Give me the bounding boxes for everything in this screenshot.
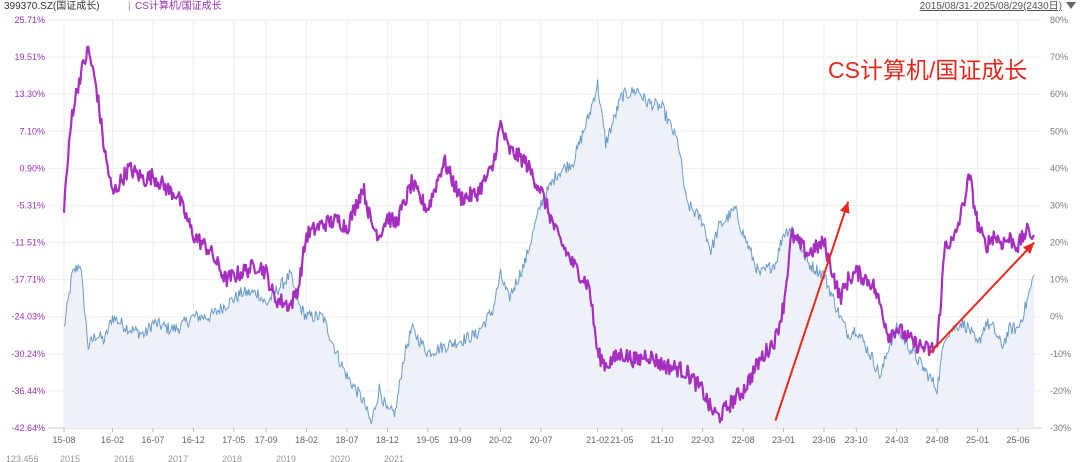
x-tick-label: 16-07 [141,435,164,445]
bottom-strip-item: 2016 [114,454,135,462]
left-tick-label: -30.24% [11,349,45,359]
x-tick-label: 16-02 [101,435,124,445]
caret-down-icon[interactable] [1066,2,1076,9]
left-tick-label: -11.51% [12,238,45,248]
x-tick-label: 17-05 [222,435,245,445]
right-tick-label: -20% [1050,386,1071,396]
date-range-selector[interactable]: 2015/08/31-2025/08/29(2430日) [919,1,1062,12]
left-tick-label: 7.10% [19,126,45,136]
right-tick-label: -30% [1050,423,1071,433]
x-tick-label: 24-08 [926,435,949,445]
x-tick-label: 18-02 [295,435,318,445]
right-tick-label: 10% [1050,275,1068,285]
x-tick-label: 21-05 [610,435,633,445]
chart-annotation: CS计算机/国证成长 [828,57,1027,83]
right-tick-label: 20% [1050,238,1068,248]
bottom-strip-item: 2018 [222,454,243,462]
bottom-strip-item: 2019 [276,454,297,462]
left-tick-label: -36.44% [11,386,45,396]
x-tick-label: 19-05 [416,435,439,445]
left-tick-label: -5.31% [16,200,45,210]
right-tick-label: 60% [1050,89,1068,99]
bottom-strip-item: 2015 [60,454,81,462]
right-tick-label: -10% [1050,349,1071,359]
x-tick-label: 24-03 [885,435,908,445]
index-series-line [63,79,1035,424]
header-separator: | [128,1,131,12]
right-tick-label: 0% [1050,312,1063,322]
x-tick-label: 20-07 [529,435,552,445]
left-tick-label: 25.71% [14,15,45,25]
bottom-strip-item: 2020 [330,454,351,462]
right-y-axis: 80% 70% 60% 50% 40% 30% 20% 10% 0% -10% -20% -30% [1050,15,1071,433]
right-tick-label: 40% [1050,163,1068,173]
x-tick-label: 21-10 [651,435,674,445]
left-tick-label: -17.71% [11,275,45,285]
left-y-axis: 25.71% 19.51% 13.30% 7.10% 0.90% -5.31% -11.51… [11,15,45,433]
bottom-strip-item: 123.456 [6,454,39,462]
annotation-arrow-shaft [928,241,1035,355]
x-tick-label: 23-10 [845,435,868,445]
right-tick-label: 50% [1050,126,1068,136]
bottom-strip-item: 2021 [384,454,405,462]
x-tick-label: 18-07 [335,435,358,445]
index-series-label[interactable]: 399370.SZ(国证成长) [4,1,100,12]
bottom-strip-item: 2017 [168,454,189,462]
x-tick-label: 22-03 [691,435,714,445]
arrow-head-icon [840,201,850,214]
right-tick-label: 30% [1050,200,1068,210]
left-tick-label: -24.03% [11,312,45,322]
index-series-area [64,79,1035,429]
x-tick-label: 19-09 [449,435,472,445]
annotation-arrow-shaft [774,201,850,421]
ratio-series-label[interactable]: CS计算机/国证成长 [135,1,222,12]
x-tick-label: 15-08 [52,435,75,445]
series-layer [62,45,1036,429]
x-tick-label: 16-12 [182,435,205,445]
arrow-head-icon [1022,242,1035,254]
left-tick-label: 0.90% [19,163,45,173]
header-separator: | [186,1,189,12]
left-tick-label: -42.64% [11,423,45,433]
x-tick-label: 22-08 [732,435,755,445]
x-tick-label: 21-02 [586,435,609,445]
x-axis: 15-08 16-02 16-07 16-12 17-05 17-09 18-02 18-07… [48,427,1042,445]
x-tick-label: 20-02 [489,435,512,445]
left-tick-label: 13.30% [14,89,45,99]
x-tick-label: 23-06 [812,435,835,445]
bottom-toolbar: 123.456 2015 2016 2017 2018 2019 2020 2021 [0,454,1080,462]
x-tick-label: 17-09 [255,435,278,445]
right-tick-label: 80% [1050,15,1068,25]
ratio-series-line [62,45,1036,424]
right-tick-label: 70% [1050,52,1068,62]
x-tick-label: 18-12 [376,435,399,445]
chart-header: 399370.SZ(国证成长) | CS计算机/国证成长 | 2015/08/3… [0,0,1080,14]
left-tick-label: 19.51% [14,52,45,62]
annotation-arrows [774,201,1035,421]
x-tick-label: 23-01 [772,435,795,445]
x-tick-label: 25-01 [966,435,989,445]
x-tick-label: 25-06 [1006,435,1029,445]
